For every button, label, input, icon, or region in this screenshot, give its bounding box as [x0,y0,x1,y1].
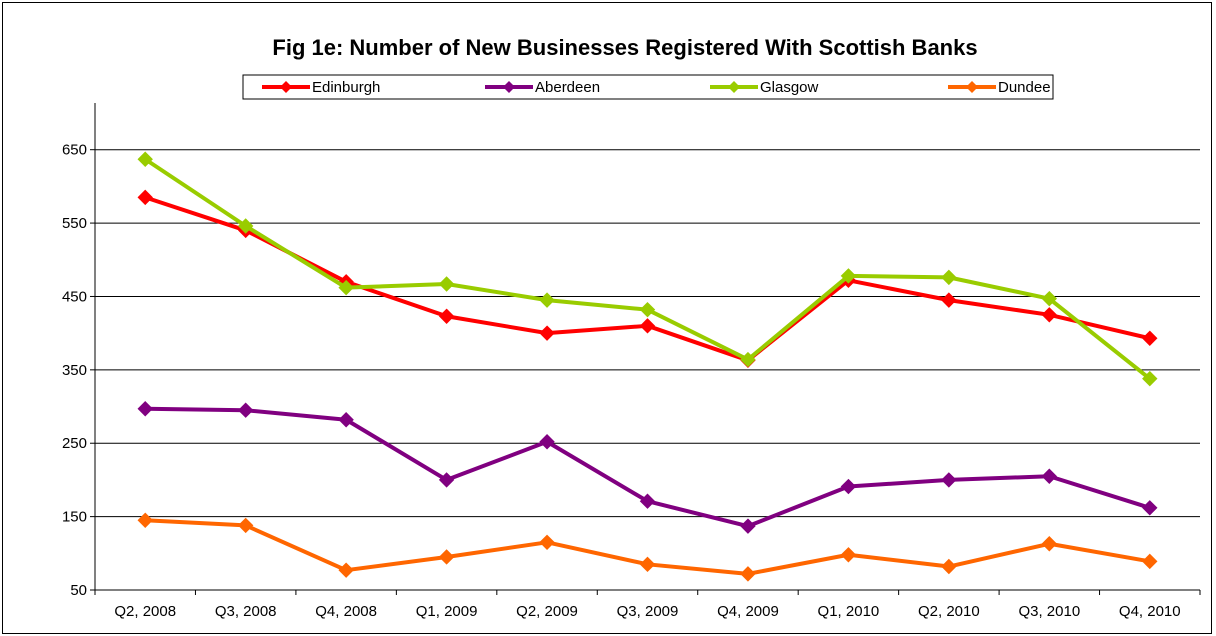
data-point-aberdeen [1142,500,1158,516]
data-point-dundee [740,566,756,582]
x-tick-label: Q3, 2008 [215,603,277,620]
data-point-dundee [639,556,656,573]
x-tick-label: Q4, 2010 [1119,603,1181,620]
legend-marker [503,81,515,93]
legend-box [242,74,1054,100]
data-point-glasgow [237,218,254,234]
x-tick-label: Q2, 2009 [516,603,578,620]
data-point-glasgow [137,151,153,167]
data-point-glasgow [941,269,957,286]
x-tick-label: Q4, 2009 [717,603,779,620]
legend-label: Glasgow [760,79,819,96]
data-point-dundee [1142,553,1158,570]
data-point-aberdeen [1041,468,1058,484]
data-point-dundee [137,512,153,528]
data-point-edinburgh [1142,330,1158,346]
data-point-dundee [237,517,254,534]
data-point-aberdeen [639,493,656,509]
x-tick-label: Q2, 2008 [114,603,176,620]
data-point-edinburgh [941,292,957,308]
chart-title: Fig 1e: Number of New Businesses Registe… [272,35,977,60]
data-point-glasgow [1142,370,1158,387]
data-point-edinburgh [438,308,455,324]
data-point-glasgow [740,351,756,368]
y-tick-label: 450 [62,288,87,305]
series-line-glasgow [144,157,1152,381]
data-point-edinburgh [1041,307,1058,323]
data-point-glasgow [1041,290,1058,307]
legend-marker [280,81,292,93]
legend-label: Edinburgh [312,79,380,96]
y-tick-label: 550 [62,215,87,232]
data-point-dundee [1041,536,1058,552]
data-point-dundee [840,547,857,563]
data-point-aberdeen [941,472,957,488]
x-tick-label: Q1, 2010 [818,603,880,620]
data-point-aberdeen [237,402,254,418]
data-point-glasgow [840,268,857,284]
y-tick-label: 650 [62,142,87,159]
y-tick-label: 150 [62,509,87,526]
x-tick-label: Q4, 2008 [315,603,377,620]
data-point-glasgow [639,301,656,318]
data-point-aberdeen [740,518,756,534]
data-point-aberdeen [438,472,455,488]
legend-marker [728,81,740,93]
data-point-edinburgh [539,325,555,341]
legend-label: Dundee [998,79,1051,96]
legend-label: Aberdeen [535,79,600,96]
data-point-aberdeen [840,478,857,495]
legend-marker [966,81,978,93]
tick-labels: 50 150 250 350 450 550 650 Q2, 2008 Q3, 2008 Q4, … [62,142,1181,620]
gridlines [95,149,1200,518]
x-tick-label: Q3, 2010 [1018,603,1080,620]
data-point-dundee [338,562,354,578]
x-tick-label: Q1, 2009 [416,603,478,620]
data-point-dundee [539,534,555,551]
axes [90,103,1201,595]
series-line-edinburgh [144,195,1151,363]
series-lines [137,151,1158,582]
y-tick-label: 350 [62,362,87,379]
x-tick-label: Q2, 2010 [918,603,980,620]
data-point-glasgow [438,276,455,292]
data-point-aberdeen [539,434,555,450]
legend: Edinburgh Aberdeen Glasgow Dundee [242,74,1054,100]
x-tick-label: Q3, 2009 [617,603,679,620]
data-point-edinburgh [639,318,656,334]
data-point-glasgow [338,279,354,296]
data-point-dundee [941,558,957,575]
y-tick-label: 50 [70,582,87,599]
data-point-dundee [438,549,455,565]
data-point-glasgow [539,292,555,308]
data-point-aberdeen [338,412,354,428]
y-tick-label: 250 [62,435,87,452]
data-point-edinburgh [137,189,153,206]
data-point-aberdeen [137,401,153,417]
